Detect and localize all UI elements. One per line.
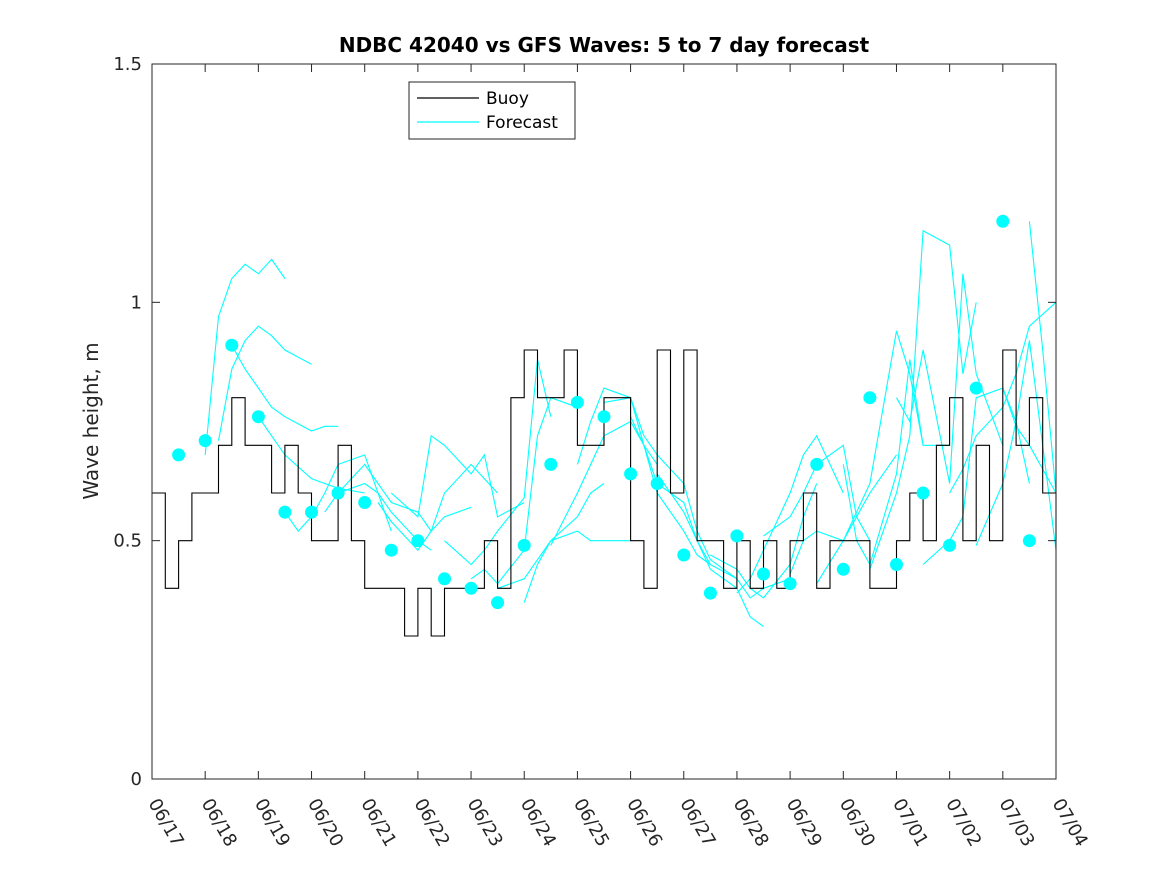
- forecast-point-14: [544, 457, 558, 471]
- y-tick-label-3: 1.5: [113, 54, 142, 75]
- forecast-run-line-6: [337, 463, 472, 532]
- forecast-point-3: [251, 410, 265, 424]
- forecast-point-5: [305, 505, 318, 519]
- forecast-point-13: [517, 538, 531, 552]
- forecast-point-6: [331, 486, 345, 500]
- forecast-point-26: [863, 391, 877, 405]
- forecast-point-25: [836, 562, 850, 576]
- forecast-point-9: [411, 534, 425, 548]
- forecast-point-15: [570, 395, 584, 409]
- forecast-point-21: [730, 529, 744, 543]
- forecast-point-29: [943, 538, 957, 552]
- forecast-point-12: [491, 596, 505, 610]
- forecast-run-line-17: [656, 473, 764, 627]
- y-tick-label-0: 0: [131, 769, 142, 790]
- forecast-point-32: [1022, 534, 1036, 548]
- forecast-points-layer: [172, 214, 1036, 610]
- forecast-point-17: [624, 467, 638, 481]
- forecast-point-18: [650, 477, 664, 490]
- forecast-point-7: [358, 496, 372, 509]
- legend-box: [408, 81, 576, 140]
- forecast-point-28: [916, 486, 930, 500]
- forecast-run-line-1: [217, 325, 312, 441]
- legend-forecast-label: Forecast: [486, 113, 558, 133]
- y-tick-label-2: 1: [131, 292, 142, 313]
- y-tick-label-1: 0.5: [113, 531, 142, 552]
- forecast-point-27: [890, 558, 903, 571]
- plot-data-layer: [152, 214, 1057, 637]
- forecast-run-line-7: [377, 463, 499, 552]
- forecast-point-1: [198, 434, 212, 448]
- forecast-run-line-0: [204, 258, 286, 455]
- plot-frame: [151, 63, 1057, 780]
- forecast-run-line-8: [390, 434, 525, 518]
- forecast-run-line-25: [869, 229, 977, 570]
- forecast-point-30: [969, 381, 983, 395]
- forecast-point-22: [757, 567, 770, 581]
- forecast-point-19: [677, 548, 691, 562]
- chart-title: NDBC 42040 vs GFS Waves: 5 to 7 day fore…: [339, 33, 870, 57]
- forecast-run-line-26: [896, 273, 1004, 484]
- forecast-run-line-16: [630, 416, 738, 580]
- forecast-point-4: [278, 505, 292, 519]
- legend: Buoy Forecast: [408, 81, 576, 140]
- forecast-point-16: [597, 410, 611, 424]
- forecast-point-23: [783, 577, 797, 591]
- legend-buoy-label: Buoy: [486, 89, 529, 109]
- forecast-point-11: [464, 581, 478, 595]
- y-axis-label: Wave height, m: [79, 342, 103, 499]
- buoy-series-line: [152, 349, 1057, 637]
- forecast-run-line-2: [231, 344, 339, 432]
- forecast-run-line-4: [284, 454, 392, 532]
- forecast-point-10: [438, 572, 451, 586]
- forecast-run-line-31: [1028, 221, 1057, 494]
- y-axis: 0 0.5 1 1.5: [113, 54, 1056, 790]
- forecast-point-0: [172, 448, 186, 462]
- forecast-point-20: [703, 586, 717, 600]
- forecast-point-31: [996, 214, 1010, 228]
- forecast-point-2: [225, 338, 239, 352]
- forecast-point-8: [384, 543, 398, 557]
- forecast-run-line-12: [523, 530, 631, 603]
- forecast-point-24: [810, 457, 824, 471]
- buoy-series-layer: [152, 349, 1057, 637]
